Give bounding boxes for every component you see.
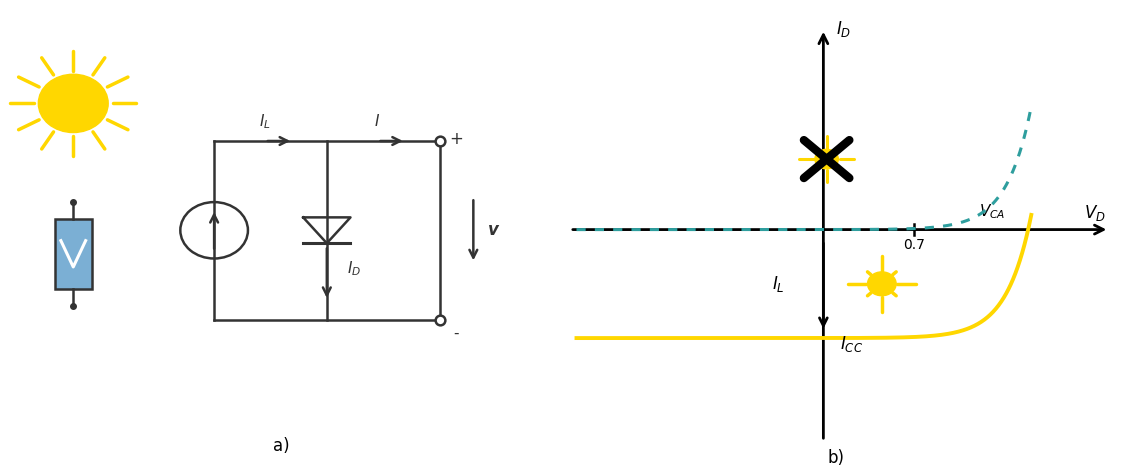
Text: +: + (450, 130, 463, 148)
Text: 0.7: 0.7 (904, 237, 925, 251)
Text: $I_D$: $I_D$ (347, 259, 361, 278)
Text: $I_L$: $I_L$ (259, 112, 270, 131)
Text: v: v (488, 221, 498, 239)
Text: $V_{CA}$: $V_{CA}$ (979, 202, 1005, 221)
Circle shape (38, 74, 108, 133)
Text: $I_D$: $I_D$ (836, 19, 852, 39)
Circle shape (815, 149, 838, 169)
Text: a): a) (274, 437, 290, 455)
Text: $I_L$: $I_L$ (772, 274, 784, 294)
Text: $V_D$: $V_D$ (1084, 203, 1106, 223)
Bar (55, 219, 91, 289)
Text: -: - (454, 326, 459, 341)
Text: $I$: $I$ (374, 113, 381, 129)
Circle shape (868, 272, 896, 296)
Text: b): b) (828, 449, 845, 467)
Text: $I_{CC}$: $I_{CC}$ (840, 334, 863, 354)
